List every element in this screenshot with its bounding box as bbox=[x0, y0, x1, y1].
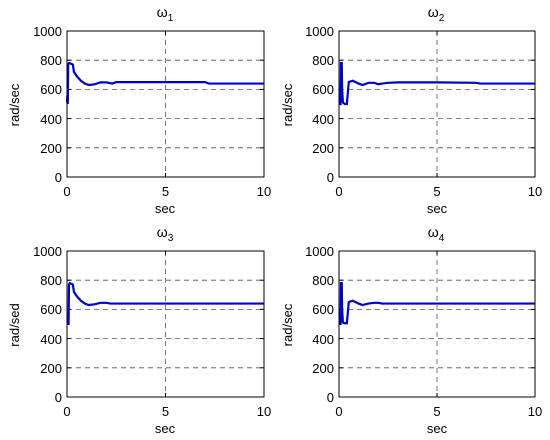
subplot-3-series bbox=[67, 281, 264, 326]
subplot-3-ytick-label: 0 bbox=[55, 390, 62, 405]
subplot-4-ytick-label: 0 bbox=[327, 390, 334, 405]
subplot-2-title-symbol: ω bbox=[428, 4, 439, 20]
subplot-3-title-subscript: 3 bbox=[168, 233, 174, 244]
subplot-4: ω4 rad/sec sec 0 200 400 600 800 1000 0 … bbox=[280, 224, 542, 436]
subplot-2-xlabel: sec bbox=[427, 201, 448, 216]
subplot-2-xtick-label: 5 bbox=[433, 184, 440, 199]
subplot-2-series bbox=[339, 62, 535, 106]
subplot-2-ytick-label: 400 bbox=[312, 112, 334, 127]
subplot-2-title-subscript: 2 bbox=[439, 13, 445, 24]
subplot-4-y-ticks: 0 200 400 600 800 1000 bbox=[305, 244, 334, 405]
subplot-3-axes-box bbox=[66, 250, 265, 398]
subplot-3-xtick-label: 10 bbox=[257, 404, 271, 419]
subplot-4-axes-box bbox=[338, 250, 536, 398]
subplot-1-xtick-label: 10 bbox=[257, 184, 271, 199]
subplot-2-axes-box bbox=[338, 30, 536, 178]
subplot-3-y-ticks: 0 200 400 600 800 1000 bbox=[33, 244, 62, 405]
subplot-4-ylabel: rad/sec bbox=[280, 303, 295, 346]
subplot-2-x-ticks: 0 5 10 bbox=[335, 184, 542, 199]
subplot-2-title: ω2 bbox=[428, 4, 445, 24]
subplot-1-series bbox=[65, 62, 264, 105]
subplot-1-xtick-label: 5 bbox=[162, 184, 169, 199]
subplot-3-series-line bbox=[67, 281, 264, 326]
subplot-2-ytick-label: 800 bbox=[312, 53, 334, 68]
subplot-3-ytick-label: 200 bbox=[40, 361, 62, 376]
subplot-4-ytick-label: 1000 bbox=[305, 244, 334, 259]
subplot-3-ylabel: rad/sed bbox=[7, 303, 22, 346]
subplot-3-ytick-label: 1000 bbox=[33, 244, 62, 259]
subplot-2-ytick-label: 1000 bbox=[305, 24, 334, 39]
subplot-3-x-ticks: 0 5 10 bbox=[63, 404, 271, 419]
subplot-2-series-line bbox=[339, 62, 535, 106]
subplot-1-ytick-label: 0 bbox=[55, 170, 62, 185]
subplot-1-title-symbol: ω bbox=[157, 4, 168, 20]
subplot-4-title-subscript: 4 bbox=[439, 233, 445, 244]
subplot-4-ytick-label: 400 bbox=[312, 332, 334, 347]
subplot-2-ytick-label: 200 bbox=[312, 141, 334, 156]
subplot-1-xlabel: sec bbox=[155, 201, 176, 216]
subplot-4-title: ω4 bbox=[428, 224, 445, 244]
subplot-4-ytick-label: 600 bbox=[312, 302, 334, 317]
subplot-4-ytick-label: 800 bbox=[312, 273, 334, 288]
subplot-4-series bbox=[339, 282, 535, 326]
subplot-4-title-symbol: ω bbox=[428, 224, 439, 240]
subplot-4-series-line bbox=[339, 282, 535, 326]
subplot-4-xtick-label: 0 bbox=[335, 404, 342, 419]
subplot-2-xtick-label: 10 bbox=[528, 184, 542, 199]
subplot-2-ylabel: rad/sec bbox=[280, 83, 295, 126]
subplot-1-series-line bbox=[65, 62, 264, 105]
subplot-2-ytick-label: 600 bbox=[312, 82, 334, 97]
subplot-1-ytick-label: 400 bbox=[40, 112, 62, 127]
subplot-1: ω1 rad/sec sec 0 200 400 600 800 1000 0 … bbox=[7, 4, 271, 216]
subplot-1-ytick-label: 200 bbox=[40, 141, 62, 156]
subplot-1-ytick-label: 600 bbox=[40, 82, 62, 97]
subplot-3-xlabel: sec bbox=[155, 421, 176, 436]
subplot-2: ω2 rad/sec sec 0 200 400 600 800 1000 0 … bbox=[280, 4, 542, 216]
subplot-1-ylabel: rad/sec bbox=[7, 83, 22, 126]
subplot-3-ytick-label: 800 bbox=[40, 273, 62, 288]
subplot-4-x-ticks: 0 5 10 bbox=[335, 404, 542, 419]
subplot-4-ytick-label: 200 bbox=[312, 361, 334, 376]
subplot-3: ω3 rad/sed sec 0 200 400 600 800 1000 0 … bbox=[7, 224, 271, 436]
subplot-3-xtick-label: 5 bbox=[162, 404, 169, 419]
subplot-1-axes-box bbox=[66, 30, 265, 178]
subplot-1-title-subscript: 1 bbox=[168, 13, 174, 24]
subplot-2-ytick-label: 0 bbox=[327, 170, 334, 185]
subplot-3-xtick-label: 0 bbox=[63, 404, 70, 419]
subplot-4-xlabel: sec bbox=[427, 421, 448, 436]
subplot-2-y-ticks: 0 200 400 600 800 1000 bbox=[305, 24, 334, 185]
subplot-1-y-ticks: 0 200 400 600 800 1000 bbox=[33, 24, 62, 185]
subplot-4-xtick-label: 5 bbox=[433, 404, 440, 419]
subplot-3-title: ω3 bbox=[157, 224, 174, 244]
subplot-1-title: ω1 bbox=[157, 4, 174, 24]
subplot-1-xtick-label: 0 bbox=[63, 184, 70, 199]
subplot-3-title-symbol: ω bbox=[157, 224, 168, 240]
subplot-3-ytick-label: 400 bbox=[40, 332, 62, 347]
subplot-4-xtick-label: 10 bbox=[528, 404, 542, 419]
subplot-3-ytick-label: 600 bbox=[40, 302, 62, 317]
subplot-1-x-ticks: 0 5 10 bbox=[63, 184, 271, 199]
subplot-1-ytick-label: 1000 bbox=[33, 24, 62, 39]
subplot-2-xtick-label: 0 bbox=[335, 184, 342, 199]
subplot-1-ytick-label: 800 bbox=[40, 53, 62, 68]
